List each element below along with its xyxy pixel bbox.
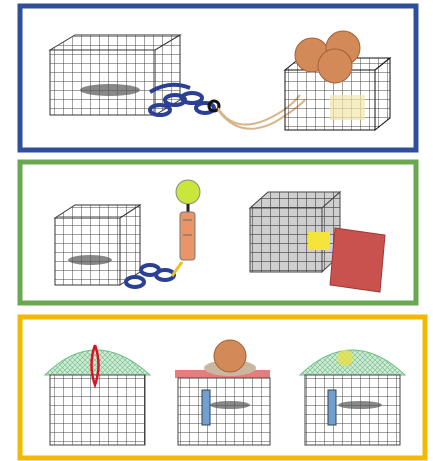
cage-dome	[300, 350, 405, 445]
illustration	[0, 0, 433, 461]
page	[0, 0, 433, 461]
cage	[55, 205, 140, 285]
cage	[50, 35, 180, 115]
